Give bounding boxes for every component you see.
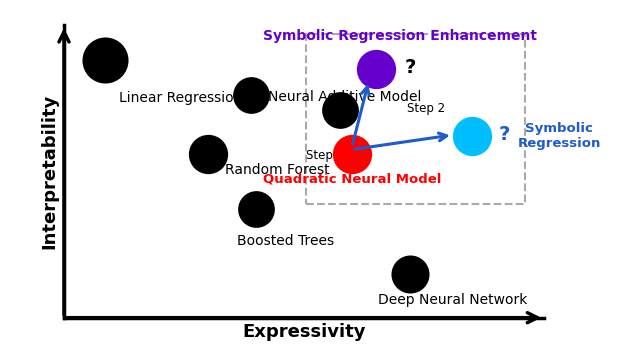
Bar	[307, 34, 525, 204]
Point	[251, 206, 261, 212]
Y-axis label: Interpretability: Interpretability	[40, 94, 58, 249]
Text: ?: ?	[404, 58, 416, 77]
Text: Deep Neural Network: Deep Neural Network	[378, 293, 528, 307]
Point	[347, 151, 357, 157]
Text: Neural Additive Model: Neural Additive Model	[268, 90, 421, 104]
Point	[100, 57, 110, 63]
Text: ?: ?	[499, 125, 510, 144]
Point	[404, 271, 415, 277]
Point	[371, 66, 381, 72]
Text: Linear Regression: Linear Regression	[119, 91, 243, 105]
Text: Random Forest: Random Forest	[225, 163, 330, 177]
Text: Step 1: Step 1	[307, 149, 344, 162]
Point	[335, 107, 345, 113]
Point	[467, 134, 477, 139]
Text: Boosted Trees: Boosted Trees	[237, 234, 334, 248]
Text: Symbolic Regression Enhancement: Symbolic Regression Enhancement	[263, 29, 537, 43]
Point	[246, 92, 256, 98]
X-axis label: Expressivity: Expressivity	[243, 323, 365, 341]
Text: Quadratic Neural Model: Quadratic Neural Model	[263, 172, 441, 185]
Text: Step 2: Step 2	[407, 102, 445, 115]
Text: Symbolic
Regression: Symbolic Regression	[518, 122, 601, 151]
Point	[203, 151, 213, 157]
